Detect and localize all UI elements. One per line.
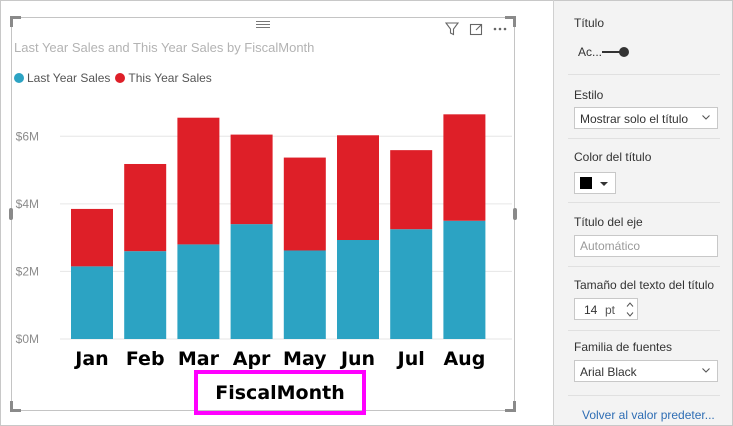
toggle-track	[602, 51, 628, 53]
divider	[568, 330, 720, 331]
divider	[568, 395, 720, 396]
divider	[568, 138, 720, 139]
focus-mode-icon[interactable]	[468, 21, 484, 37]
text-size-label: Tamaño del texto del título	[574, 278, 715, 292]
style-label: Estilo	[574, 88, 604, 102]
axis-title-input[interactable]	[574, 235, 718, 257]
chevron-up-icon[interactable]	[625, 300, 635, 309]
legend-label: Last Year Sales	[27, 71, 111, 85]
format-pane: Título Ac... Estilo Mostrar solo el títu…	[554, 1, 732, 425]
resize-handle-right[interactable]	[513, 208, 517, 220]
resize-handle-top-left[interactable]	[10, 16, 21, 27]
bar-this-year-sales[interactable]	[230, 134, 273, 225]
report-canvas: Last Year Sales and This Year Sales by F…	[1, 1, 553, 425]
color-swatch	[580, 177, 592, 189]
title-color-picker[interactable]	[574, 172, 616, 194]
x-category-label: Mar	[178, 348, 220, 370]
bar-this-year-sales[interactable]	[71, 208, 113, 267]
bar-last-year-sales[interactable]	[283, 250, 326, 339]
x-axis-title: FiscalMonth	[215, 381, 345, 404]
bar-last-year-sales[interactable]	[124, 251, 167, 339]
resize-handle-bottom-left[interactable]	[10, 401, 21, 412]
bar-last-year-sales[interactable]	[71, 266, 113, 339]
bar-this-year-sales[interactable]	[337, 135, 379, 241]
chevron-down-icon[interactable]	[625, 310, 635, 319]
x-category-label: May	[283, 348, 327, 370]
y-tick-label: $2M	[16, 264, 39, 278]
bar-last-year-sales[interactable]	[390, 229, 433, 339]
font-family-value: Arial Black	[580, 365, 637, 379]
x-category-label: Jul	[396, 348, 425, 370]
y-tick-label: $0M	[16, 332, 39, 346]
toggle-state-text: Ac...	[578, 45, 603, 59]
bar-last-year-sales[interactable]	[230, 224, 273, 339]
pane-divider	[553, 0, 554, 426]
divider	[568, 74, 720, 75]
caret-down-icon	[600, 182, 608, 186]
y-tick-label: $6M	[16, 129, 39, 143]
title-toggle[interactable]	[602, 46, 630, 58]
toggle-knob	[619, 47, 629, 57]
legend-dot	[14, 73, 24, 83]
chart-legend: Last Year Sales This Year Sales	[14, 71, 217, 85]
bar-this-year-sales[interactable]	[443, 114, 486, 221]
text-size-value: 14	[584, 303, 598, 317]
chevron-down-icon	[702, 115, 710, 120]
visual-header-icons	[444, 21, 508, 37]
resize-handle-left[interactable]	[9, 208, 13, 220]
legend-item-last-year[interactable]: Last Year Sales	[14, 71, 110, 85]
bar-this-year-sales[interactable]	[283, 157, 326, 251]
title-section-label: Título	[574, 16, 605, 30]
legend-label: This Year Sales	[128, 71, 212, 85]
chart-visual[interactable]	[9, 16, 517, 412]
font-family-dropdown[interactable]: Arial Black	[574, 360, 718, 382]
x-category-label: Apr	[233, 348, 271, 370]
filter-icon[interactable]	[444, 21, 460, 37]
text-size-stepper[interactable]: 14 pt	[574, 298, 638, 320]
bar-last-year-sales[interactable]	[337, 240, 379, 339]
chevron-down-icon	[702, 368, 710, 373]
x-category-label: Jun	[339, 348, 375, 370]
resize-handle-top-right[interactable]	[505, 16, 516, 27]
x-axis-title-highlight: FiscalMonth	[194, 370, 366, 415]
legend-item-this-year[interactable]: This Year Sales	[115, 71, 212, 85]
bar-this-year-sales[interactable]	[177, 117, 220, 245]
x-category-label: Feb	[126, 348, 165, 370]
bar-last-year-sales[interactable]	[177, 244, 220, 339]
bar-last-year-sales[interactable]	[443, 220, 486, 339]
style-dropdown-value: Mostrar solo el título	[580, 112, 689, 126]
divider	[568, 266, 720, 267]
title-color-label: Color del título	[574, 150, 652, 164]
resize-handle-bottom-right[interactable]	[505, 401, 516, 412]
axis-title-label: Título del eje	[574, 215, 643, 229]
chart-title: Last Year Sales and This Year Sales by F…	[14, 40, 315, 55]
style-dropdown[interactable]: Mostrar solo el título	[574, 107, 718, 129]
legend-dot	[115, 73, 126, 83]
chart-plot: $0M $2M $4M $6M Jan Feb Mar Apr May Jun Jul Aug	[16, 114, 512, 370]
drag-grip-icon[interactable]	[256, 19, 270, 30]
more-options-icon[interactable]	[492, 21, 508, 37]
divider	[568, 202, 720, 203]
text-size-unit: pt	[605, 303, 616, 317]
reset-to-default-link[interactable]: Volver al valor predeter...	[582, 408, 715, 422]
y-tick-label: $4M	[16, 197, 39, 211]
font-family-label: Familia de fuentes	[574, 340, 673, 354]
x-category-label: Jan	[73, 348, 108, 370]
bar-this-year-sales[interactable]	[390, 150, 433, 230]
x-category-label: Aug	[443, 348, 485, 370]
bar-this-year-sales[interactable]	[124, 163, 167, 252]
